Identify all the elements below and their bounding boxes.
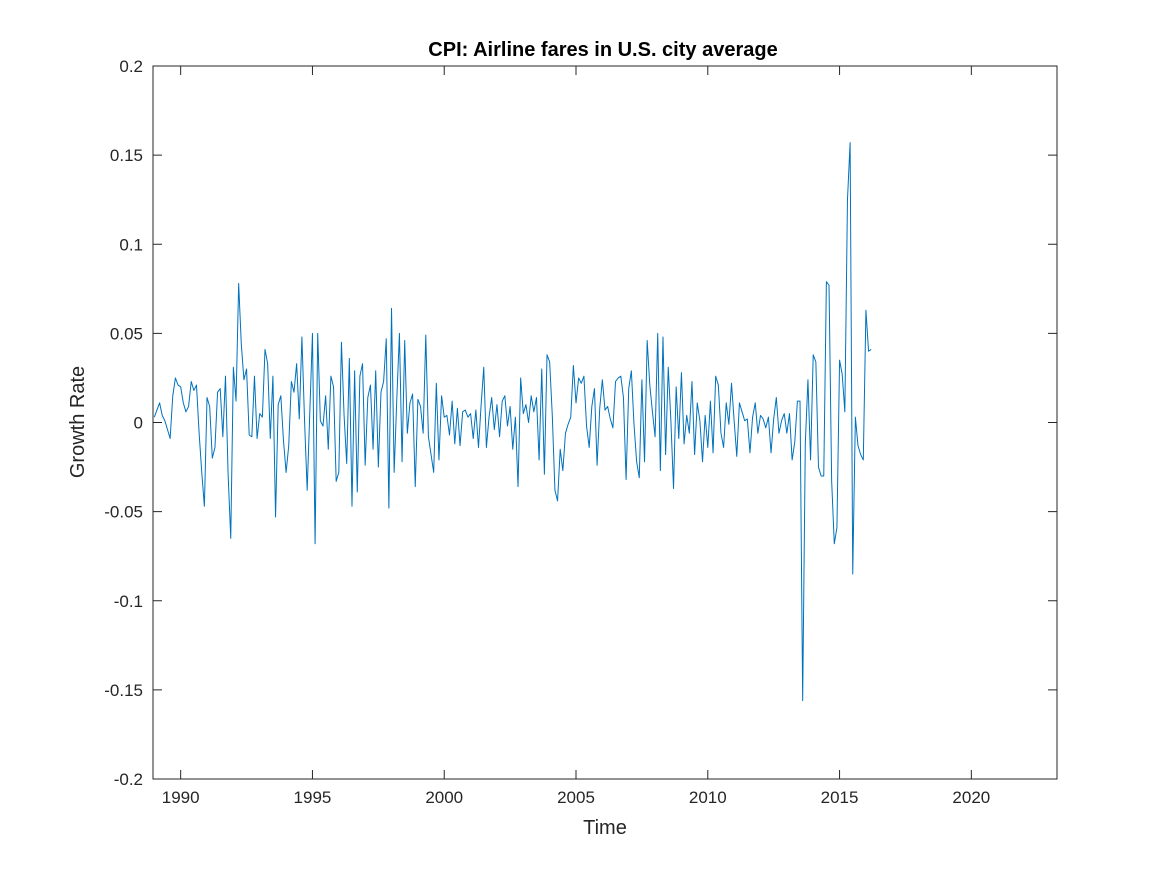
y-tick-label: -0.05 [104,503,143,522]
x-tick-label: 2005 [557,788,595,807]
y-tick-label: 0.2 [119,57,143,76]
y-tick-label: -0.1 [114,592,143,611]
x-tick-label: 2020 [952,788,990,807]
x-tick-label: 2015 [821,788,859,807]
series-layer [153,142,872,702]
series-line [153,142,872,702]
x-tick-label: 1990 [162,788,200,807]
plot-area [152,65,1058,780]
y-tick-label: 0.15 [110,146,143,165]
chart-title: CPI: Airline fares in U.S. city average [428,39,777,61]
y-axis-ticks: -0.2 -0.15 -0.1 -0.05 0 0.05 0.1 0.15 0.2 [104,57,1057,789]
x-axis-label: Time [583,817,627,839]
y-tick-label: 0.1 [119,235,143,254]
y-tick-label: 0 [134,414,143,433]
y-tick-label: 0.05 [110,324,143,343]
x-tick-label: 2010 [689,788,727,807]
x-axis-ticks: 1990 1995 2000 2005 2010 2015 2020 [162,66,990,807]
y-tick-label: -0.15 [104,681,143,700]
y-axis-label: Growth Rate [67,366,89,478]
y-tick-label: -0.2 [114,770,143,789]
x-tick-label: 2000 [425,788,463,807]
x-tick-label: 1995 [294,788,332,807]
